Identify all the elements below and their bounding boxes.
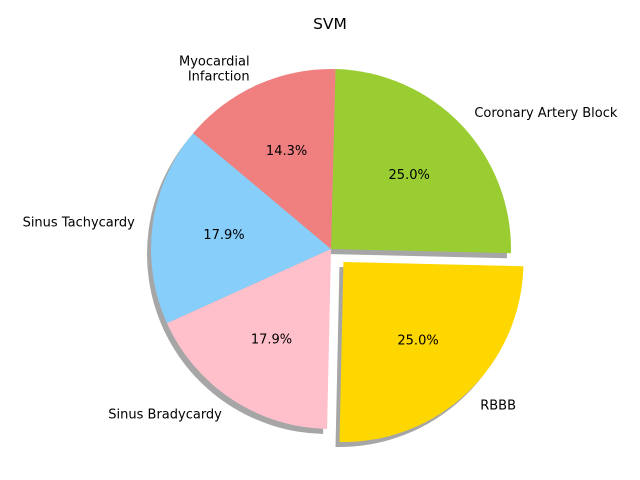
slice-label-coronary-artery-block: Coronary Artery Block <box>474 106 618 121</box>
slice-percentage-sinus-bradycardy: 17.9% <box>251 333 292 348</box>
pie-slice-rbbb <box>339 262 524 443</box>
pie-label-layer: Sinus Tachycardy 17.9% Sinus Bradycardy 17.… <box>23 55 618 423</box>
slice-percentage-sinus-tachycardy: 17.9% <box>203 228 244 243</box>
chart-title: SVM <box>313 15 347 33</box>
slice-label-myocardial-infarction: Myocardial Infarction <box>179 55 250 85</box>
slice-percentage-myocardial-infarction: 14.3% <box>266 144 307 159</box>
pie-slice-sinus-tachycardy <box>150 133 331 324</box>
pie-slice-sinus-bradycardy <box>167 249 331 429</box>
slice-label-sinus-tachycardy: Sinus Tachycardy <box>23 216 136 231</box>
slice-label-rbbb: RBBB <box>480 399 516 414</box>
pie-slice-coronary-artery-block <box>331 69 511 254</box>
slice-percentage-rbbb: 25.0% <box>397 334 438 349</box>
pie-slice-layer <box>150 69 524 443</box>
slice-percentage-coronary-artery-block: 25.0% <box>389 168 430 183</box>
slice-label-sinus-bradycardy: Sinus Bradycardy <box>108 408 222 423</box>
pie-slice-myocardial-infarction <box>193 69 336 250</box>
